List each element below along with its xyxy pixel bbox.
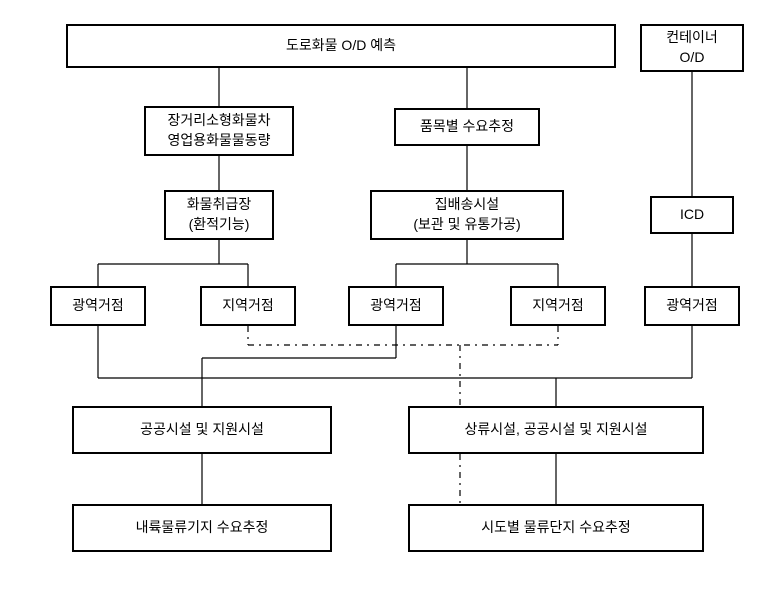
node-icd: ICD (650, 196, 734, 234)
node-label: 화물취급장(환적기능) (187, 195, 251, 234)
node-wide1: 광역거점 (50, 286, 146, 326)
node-wide2: 광역거점 (348, 286, 444, 326)
node-item_demand: 품목별 수요추정 (394, 108, 540, 146)
flowchart-diagram: 도로화물 O/D 예측 컨테이너O/D 장거리소형화물차영업용화물물동량 품목별 수요… (0, 0, 774, 598)
node-label: 광역거점 (370, 296, 422, 316)
node-station: 화물취급장(환적기능) (164, 190, 274, 240)
node-label: 장거리소형화물차영업용화물물동량 (167, 111, 270, 150)
node-regional: 시도별 물류단지 수요추정 (408, 504, 704, 552)
node-label: 광역거점 (72, 296, 124, 316)
node-commercial: 상류시설, 공공시설 및 지원시설 (408, 406, 704, 454)
node-label: 광역거점 (666, 296, 718, 316)
node-label: ICD (680, 205, 704, 225)
node-label: 지역거점 (222, 296, 274, 316)
node-wide3: 광역거점 (644, 286, 740, 326)
node-label: 컨테이너O/D (666, 28, 718, 67)
node-local1: 지역거점 (200, 286, 296, 326)
node-label: 공공시설 및 지원시설 (140, 420, 264, 440)
node-local2: 지역거점 (510, 286, 606, 326)
node-container_od: 컨테이너O/D (640, 24, 744, 72)
node-public: 공공시설 및 지원시설 (72, 406, 332, 454)
node-label: 시도별 물류단지 수요추정 (481, 518, 630, 538)
node-label: 지역거점 (532, 296, 584, 316)
node-road_forecast: 도로화물 O/D 예측 (66, 24, 616, 68)
node-label: 내륙물류기지 수요추정 (136, 518, 269, 538)
node-label: 품목별 수요추정 (420, 117, 514, 137)
node-label: 상류시설, 공공시설 및 지원시설 (465, 420, 648, 440)
node-small_truck: 장거리소형화물차영업용화물물동량 (144, 106, 294, 156)
node-label: 도로화물 O/D 예측 (286, 36, 396, 56)
node-inland: 내륙물류기지 수요추정 (72, 504, 332, 552)
node-label: 집배송시설(보관 및 유통가공) (413, 195, 520, 234)
node-dispatch: 집배송시설(보관 및 유통가공) (370, 190, 564, 240)
